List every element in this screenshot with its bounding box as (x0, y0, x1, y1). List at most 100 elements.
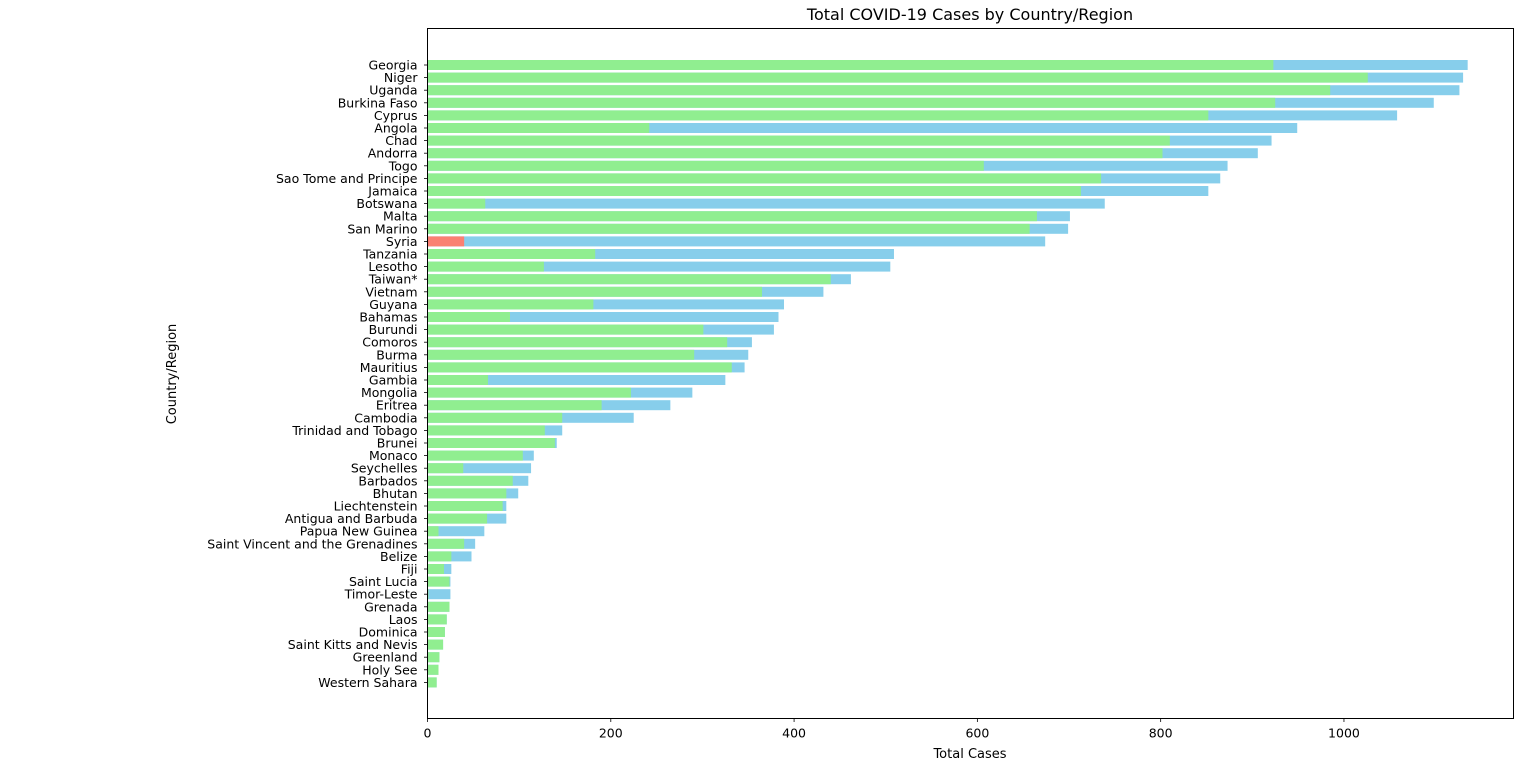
category-label: Sao Tome and Principe (276, 171, 418, 186)
bar-recovered (427, 312, 510, 322)
bar-recovered (427, 450, 523, 461)
bar-recovered (427, 85, 1331, 96)
category-label: Cyprus (374, 108, 418, 123)
category-label: Saint Kitts and Nevis (288, 637, 418, 652)
category-label: Gambia (369, 373, 418, 388)
bar-recovered (427, 576, 450, 587)
bar-recovered (427, 110, 1209, 121)
category-label: Laos (389, 612, 418, 627)
bar-recovered (427, 400, 602, 411)
bar-recovered (427, 324, 704, 335)
bar-recovered (427, 148, 1163, 159)
bar-recovered (427, 387, 631, 398)
bar-total (427, 249, 894, 259)
category-label: Angola (374, 121, 417, 136)
category-label: Malta (383, 209, 417, 224)
x-tick-label: 400 (782, 726, 806, 741)
bar-recovered (427, 274, 831, 285)
bar-total (427, 236, 1046, 247)
category-label: Fiji (401, 562, 418, 577)
bar-recovered (427, 72, 1368, 83)
bar-recovered (427, 627, 445, 637)
category-label: Brunei (377, 436, 418, 451)
bar-recovered (427, 337, 728, 348)
bar-recovered (427, 249, 596, 259)
bar-recovered (427, 488, 507, 499)
bar-recovered (427, 198, 486, 209)
x-tick-label: 0 (424, 726, 432, 741)
category-label: Papua New Guinea (300, 524, 418, 539)
bar-recovered (427, 425, 545, 436)
category-label: Saint Vincent and the Grenadines (207, 536, 417, 551)
bar-total (427, 299, 785, 310)
bar-recovered (427, 375, 488, 385)
x-axis-title: Total Cases (932, 747, 1006, 762)
category-label: Syria (386, 234, 418, 249)
bar-total (427, 198, 1105, 209)
bar-recovered (427, 160, 984, 171)
category-label: Trinidad and Tobago (291, 423, 417, 438)
bar-recovered (427, 501, 503, 511)
bar-recovered (427, 349, 695, 360)
bar-recovered (427, 186, 1081, 196)
bar-recovered (427, 299, 594, 310)
category-label: Belize (380, 549, 418, 564)
category-label: Chad (385, 133, 417, 148)
category-label: Bhutan (373, 486, 418, 501)
x-tick-label: 800 (1149, 726, 1173, 741)
bar-total (427, 312, 779, 322)
y-axis-title: Country/Region (165, 324, 180, 425)
bar-recovered (427, 223, 1030, 234)
category-label: Taiwan* (368, 272, 418, 287)
bar-recovered (427, 261, 544, 272)
category-label: Mongolia (361, 385, 418, 400)
category-label: Timor-Leste (344, 587, 418, 602)
bar-recovered (427, 601, 450, 612)
bar-total (427, 375, 726, 385)
bar-deaths (427, 236, 465, 247)
bar-recovered (427, 551, 452, 562)
x-tick-label: 1000 (1328, 726, 1360, 741)
bar-total (427, 463, 532, 474)
category-label: Greenland (353, 650, 418, 665)
bar-recovered (427, 173, 1102, 184)
category-label: Grenada (364, 599, 417, 614)
x-tick-label: 600 (965, 726, 989, 741)
category-label: Burma (376, 347, 417, 362)
bars-layer (427, 60, 1468, 688)
bar-recovered (427, 135, 1170, 146)
bar-recovered (427, 60, 1274, 70)
category-label: Saint Lucia (349, 574, 418, 589)
bar-total (427, 261, 891, 272)
bar-recovered (427, 513, 488, 524)
category-label: Burundi (369, 322, 418, 337)
bar-recovered (427, 538, 465, 549)
category-label: Uganda (369, 83, 417, 98)
category-label: Guyana (369, 297, 417, 312)
bar-recovered (427, 463, 464, 474)
category-label: Western Sahara (318, 675, 417, 690)
bar-recovered (427, 614, 447, 625)
bar-total (427, 589, 451, 600)
category-label: Vietnam (365, 284, 417, 299)
bar-recovered (427, 677, 437, 688)
category-label: Jamaica (367, 184, 417, 199)
category-label: Monaco (369, 448, 418, 463)
category-label: Holy See (362, 662, 418, 677)
category-label: Andorra (368, 146, 418, 161)
category-label: Mauritius (360, 360, 418, 375)
bar-recovered (427, 475, 513, 486)
bar-recovered (427, 652, 440, 663)
bar-recovered (427, 97, 1276, 108)
category-label: San Marino (347, 221, 417, 236)
category-label: Niger (384, 70, 418, 85)
category-label: Dominica (359, 625, 418, 640)
category-label: Togo (388, 158, 418, 173)
bar-recovered (427, 123, 650, 133)
bar-total (427, 123, 1298, 133)
x-tick-label: 200 (599, 726, 623, 741)
x-axis-ticks: 0 200 400 600 800 1000 (424, 718, 1360, 741)
